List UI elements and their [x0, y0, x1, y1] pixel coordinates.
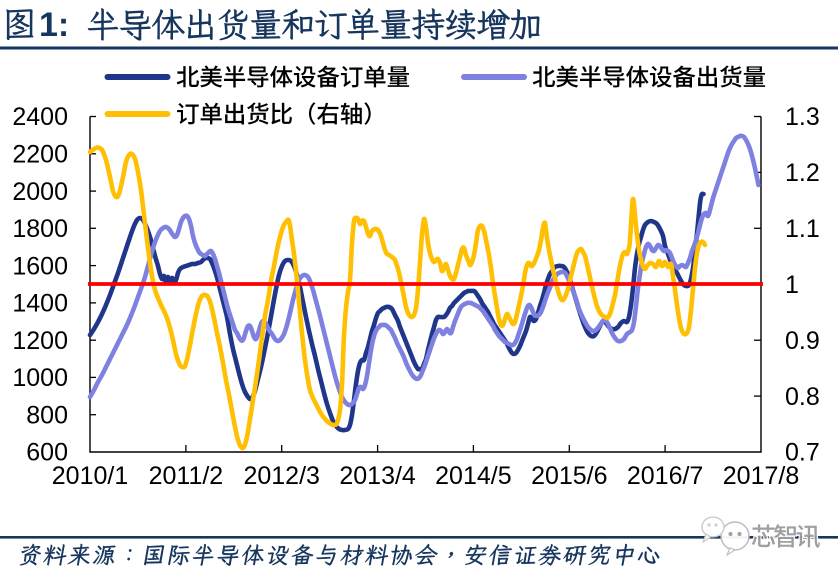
svg-text:1:: 1: — [39, 6, 69, 44]
svg-text:2017/8: 2017/8 — [723, 462, 799, 490]
svg-text:2013/4: 2013/4 — [339, 462, 416, 490]
svg-text:2015/6: 2015/6 — [531, 462, 607, 490]
svg-text:2016/7: 2016/7 — [627, 462, 703, 490]
svg-text:1.3: 1.3 — [785, 103, 820, 131]
svg-text:2011/2: 2011/2 — [149, 462, 224, 490]
svg-text:600: 600 — [26, 439, 68, 467]
svg-text:2012/3: 2012/3 — [243, 462, 319, 490]
svg-text:1800: 1800 — [12, 215, 68, 243]
svg-text:2400: 2400 — [12, 103, 68, 131]
svg-text:1400: 1400 — [12, 290, 68, 318]
svg-text:800: 800 — [26, 401, 68, 429]
svg-text:1.2: 1.2 — [785, 159, 820, 187]
svg-text:2014/5: 2014/5 — [435, 462, 511, 490]
svg-text:2200: 2200 — [12, 141, 68, 169]
svg-text:2000: 2000 — [12, 178, 68, 206]
svg-text:0.7: 0.7 — [785, 439, 820, 467]
svg-text:0.9: 0.9 — [785, 327, 820, 355]
svg-text:1600: 1600 — [12, 252, 68, 280]
svg-text:1: 1 — [785, 271, 799, 299]
svg-text:1000: 1000 — [12, 364, 68, 392]
svg-text:0.8: 0.8 — [785, 383, 820, 411]
svg-text:1.1: 1.1 — [785, 215, 820, 243]
svg-text:1200: 1200 — [12, 327, 68, 355]
svg-text:2010/1: 2010/1 — [52, 462, 128, 490]
